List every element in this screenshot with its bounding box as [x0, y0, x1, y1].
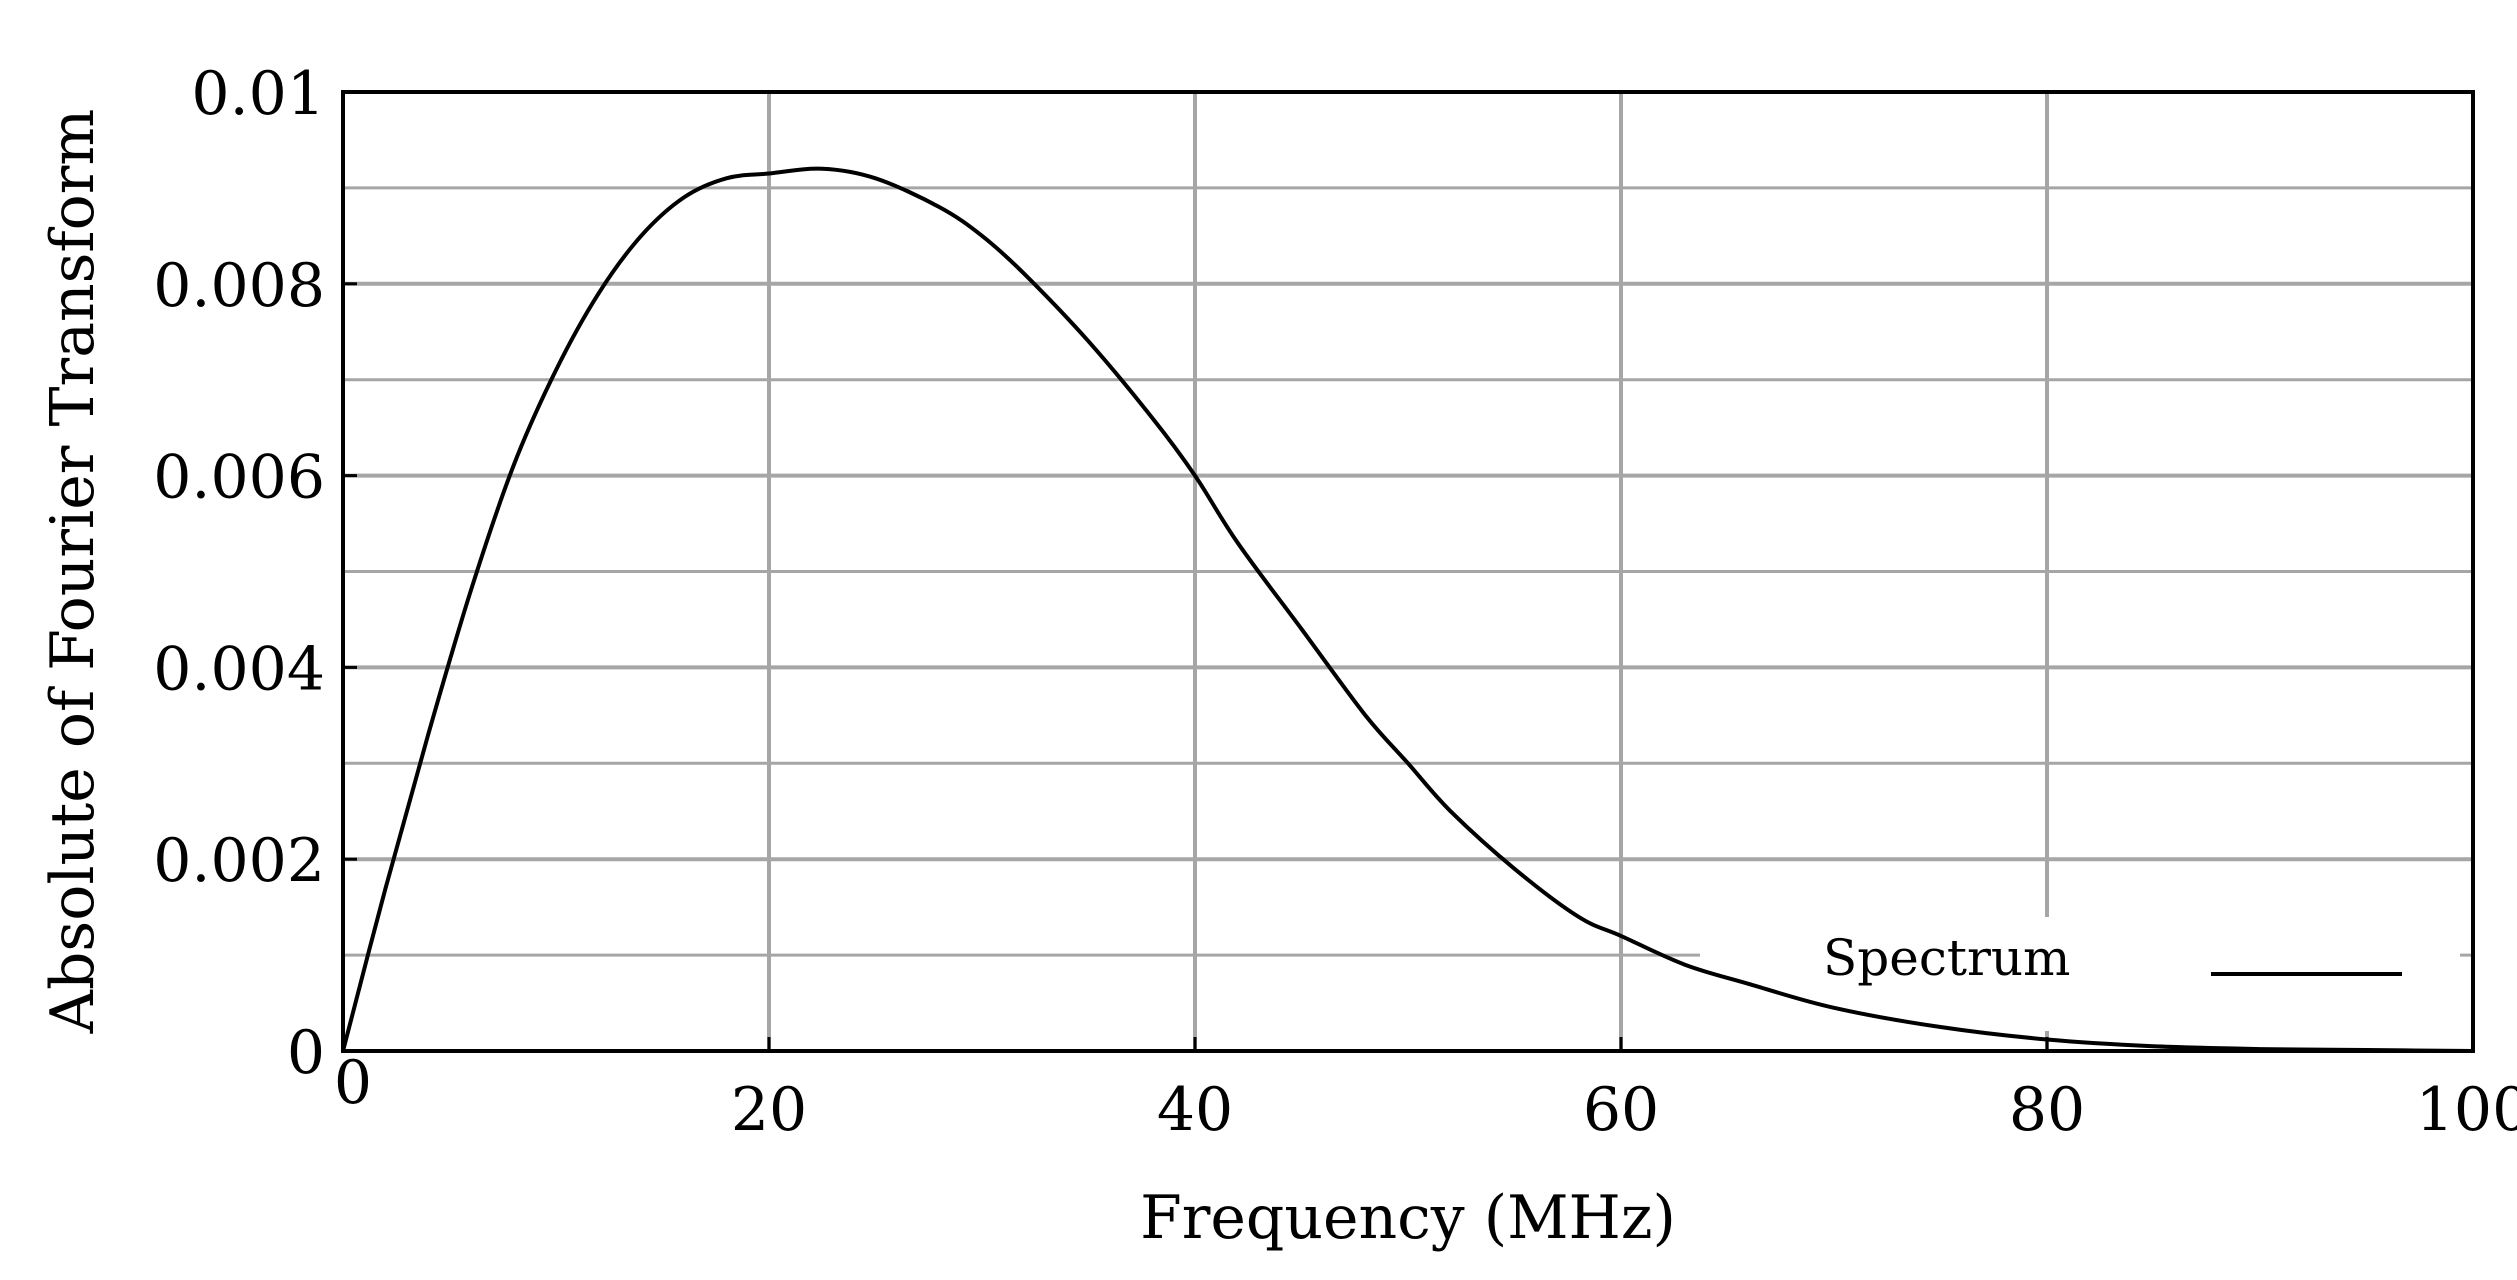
grid [343, 92, 2473, 1051]
series-line-spectrum [341, 166, 2474, 1053]
x-tick-label: 100 [2416, 1075, 2517, 1145]
plot-area-frame [341, 90, 2475, 1053]
series [341, 166, 2474, 1053]
y-tick-label: 0.008 [153, 251, 325, 321]
y-tick-label: 0.004 [153, 634, 325, 704]
legend: Spectrum [1700, 917, 2460, 1031]
x-tick-label: 60 [1583, 1075, 1659, 1145]
y-tick-labels: 0 0.002 0.004 0.006 0.008 0.01 [153, 59, 325, 1088]
y-tick-label: 0.01 [191, 59, 325, 129]
x-tick-label: 80 [2009, 1075, 2085, 1145]
y-tick-label: 0.002 [153, 826, 325, 896]
legend-label-spectrum: Spectrum [1823, 929, 2070, 987]
x-axis-title: Frequency (MHz) [1140, 1183, 1676, 1253]
x-tick-label: 20 [731, 1075, 807, 1145]
x-tick-label: 0 [334, 1048, 372, 1118]
y-tick-label: 0.006 [153, 443, 325, 513]
y-axis-title: Absolute of Fourier Transform [38, 109, 108, 1035]
x-tick-label: 40 [1157, 1075, 1233, 1145]
y-tick-label: 0 [287, 1018, 325, 1088]
x-tick-labels: 0 20 40 60 80 100 [334, 1048, 2517, 1145]
